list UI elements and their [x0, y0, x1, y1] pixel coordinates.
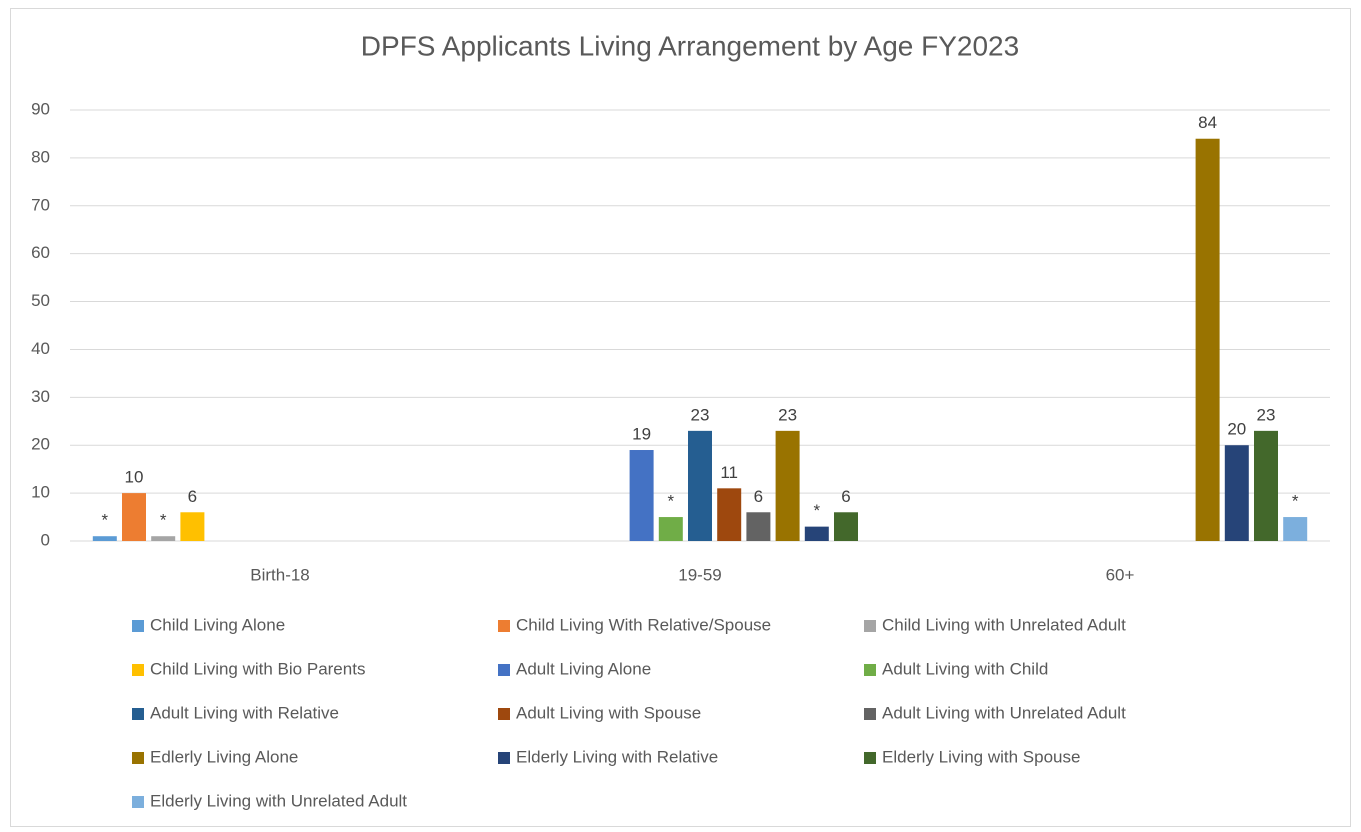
legend-label: Child Living Alone — [150, 615, 285, 634]
legend-label: Adult Living with Child — [882, 659, 1048, 678]
data-label: 23 — [691, 405, 710, 424]
bar — [746, 512, 771, 541]
chart-border — [10, 8, 1351, 827]
legend-marker — [132, 796, 144, 808]
bar — [834, 512, 858, 541]
legend-label: Adult Living with Spouse — [516, 703, 701, 722]
y-tick-label: 20 — [31, 435, 50, 454]
legend-label: Child Living with Unrelated Adult — [882, 615, 1126, 634]
legend-marker — [864, 664, 876, 676]
y-tick-label: 30 — [31, 387, 50, 406]
data-label: 84 — [1198, 113, 1217, 132]
legend-marker — [132, 620, 144, 632]
y-tick-label: 80 — [31, 147, 50, 166]
bar — [122, 493, 146, 541]
legend-marker — [498, 752, 510, 764]
legend-marker — [864, 708, 876, 720]
legend-marker — [498, 620, 510, 632]
legend-marker — [132, 708, 144, 720]
bar — [629, 450, 654, 541]
legend-label: Elderly Living with Unrelated Adult — [150, 791, 407, 810]
bar — [1195, 138, 1220, 541]
data-label: 23 — [778, 405, 797, 424]
data-label: * — [101, 511, 108, 530]
bar — [804, 526, 829, 541]
legend-marker — [864, 752, 876, 764]
legend-marker — [132, 752, 144, 764]
legend-label: Adult Living with Unrelated Adult — [882, 703, 1126, 722]
data-label: * — [813, 501, 820, 520]
y-tick-label: 10 — [31, 483, 50, 502]
y-tick-label: 50 — [31, 291, 50, 310]
bar — [1283, 517, 1308, 541]
x-tick-label: Birth-18 — [250, 565, 310, 584]
data-label: 23 — [1257, 405, 1276, 424]
bar — [775, 430, 800, 541]
y-tick-label: 40 — [31, 339, 50, 358]
legend-label: Edlerly Living Alone — [150, 747, 298, 766]
legend-label: Elderly Living with Spouse — [882, 747, 1080, 766]
bar — [151, 536, 176, 541]
legend-label: Adult Living with Relative — [150, 703, 339, 722]
bar — [688, 430, 712, 541]
data-label: 20 — [1227, 420, 1246, 439]
y-tick-label: 0 — [41, 530, 50, 549]
data-label: 6 — [841, 487, 850, 506]
legend-marker — [132, 664, 144, 676]
data-label: 6 — [754, 487, 763, 506]
bar — [1254, 430, 1278, 541]
legend-marker — [864, 620, 876, 632]
y-tick-label: 90 — [31, 99, 50, 118]
data-label: 10 — [125, 468, 144, 487]
data-label: 6 — [188, 487, 197, 506]
bar — [658, 517, 683, 541]
legend-label: Child Living With Relative/Spouse — [516, 615, 771, 634]
data-label: * — [1292, 492, 1299, 511]
data-label: * — [160, 511, 167, 530]
legend-marker — [498, 708, 510, 720]
data-label: 19 — [632, 424, 651, 443]
bar — [180, 512, 205, 541]
data-label: * — [667, 492, 674, 511]
x-tick-label: 19-59 — [678, 565, 721, 584]
legend-marker — [498, 664, 510, 676]
legend-label: Elderly Living with Relative — [516, 747, 718, 766]
bar — [92, 536, 117, 541]
legend-label: Child Living with Bio Parents — [150, 659, 365, 678]
legend-label: Adult Living Alone — [516, 659, 651, 678]
x-tick-label: 60+ — [1106, 565, 1135, 584]
chart-title: DPFS Applicants Living Arrangement by Ag… — [361, 30, 1019, 61]
data-label: 11 — [720, 463, 738, 482]
y-tick-label: 60 — [31, 243, 50, 262]
y-tick-label: 70 — [31, 195, 50, 214]
bar — [717, 488, 742, 541]
bar — [1224, 445, 1249, 541]
